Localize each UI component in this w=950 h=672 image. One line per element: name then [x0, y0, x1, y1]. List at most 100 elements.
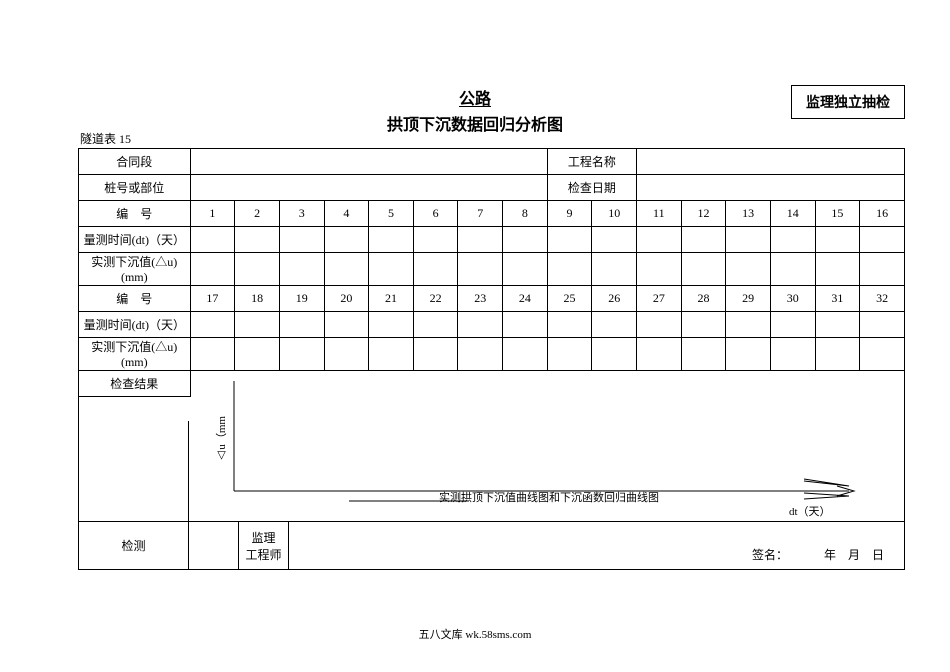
chart-side-box: [79, 421, 189, 521]
ms29: [726, 338, 771, 371]
n8: 8: [503, 201, 548, 227]
mt17: [190, 312, 235, 338]
ms19: [279, 338, 324, 371]
footer-row: 检测 监理 工程师 签名： 年 月 日: [79, 522, 905, 570]
n19: 19: [279, 286, 324, 312]
mt16: [860, 227, 905, 253]
ms26: [592, 338, 637, 371]
ms14: [770, 253, 815, 286]
mt6: [413, 227, 458, 253]
mt25: [547, 312, 592, 338]
supervisor-label: 监理 工程师: [239, 522, 289, 570]
n30: 30: [770, 286, 815, 312]
ms4: [324, 253, 369, 286]
project-name-value: [637, 149, 905, 175]
ms32: [860, 338, 905, 371]
mt13: [726, 227, 771, 253]
ms30: [770, 338, 815, 371]
footer-table: 检测 监理 工程师 签名： 年 月 日: [78, 521, 905, 570]
mt23: [458, 312, 503, 338]
ms16: [860, 253, 905, 286]
mt15: [815, 227, 860, 253]
n20: 20: [324, 286, 369, 312]
mt8: [503, 227, 548, 253]
n18: 18: [235, 286, 280, 312]
ms22: [413, 338, 458, 371]
measured-sink-row-1: 实测下沉值(△u)(mm): [79, 253, 905, 286]
ms11: [637, 253, 682, 286]
n4: 4: [324, 201, 369, 227]
measure-time-label-2: 量测时间(dt)（天）: [79, 312, 191, 338]
n9: 9: [547, 201, 592, 227]
header-row-2: 桩号或部位 检查日期: [79, 175, 905, 201]
project-name-label: 工程名称: [547, 149, 636, 175]
mt18: [235, 312, 280, 338]
ms2: [235, 253, 280, 286]
n3: 3: [279, 201, 324, 227]
mt19: [279, 312, 324, 338]
n22: 22: [413, 286, 458, 312]
mt29: [726, 312, 771, 338]
ms17: [190, 338, 235, 371]
chart-area: △u（mm 实测拱顶下沉值曲线图和下沉函数回归曲线图 dt（天）: [78, 381, 905, 521]
mt24: [503, 312, 548, 338]
data-table: 合同段 工程名称 桩号或部位 检查日期 编 号 1 2 3 4 5 6 7 8 …: [78, 148, 905, 397]
ms12: [681, 253, 726, 286]
contract-section-label: 合同段: [79, 149, 191, 175]
n28: 28: [681, 286, 726, 312]
n13: 13: [726, 201, 771, 227]
sign-area: 签名： 年 月 日: [289, 522, 905, 570]
ms23: [458, 338, 503, 371]
sign-label: 签名：: [752, 548, 788, 562]
n16: 16: [860, 201, 905, 227]
n25: 25: [547, 286, 592, 312]
ms20: [324, 338, 369, 371]
mt4: [324, 227, 369, 253]
inspect-value: [189, 522, 239, 570]
mt21: [369, 312, 414, 338]
n26: 26: [592, 286, 637, 312]
mt2: [235, 227, 280, 253]
n29: 29: [726, 286, 771, 312]
mt20: [324, 312, 369, 338]
mt27: [637, 312, 682, 338]
supervision-stamp: 监理独立抽检: [791, 85, 905, 119]
mt32: [860, 312, 905, 338]
mt5: [369, 227, 414, 253]
n27: 27: [637, 286, 682, 312]
measured-sink-row-2: 实测下沉值(△u)(mm): [79, 338, 905, 371]
n7: 7: [458, 201, 503, 227]
sign-text: 签名： 年 月 日: [752, 546, 884, 563]
mt12: [681, 227, 726, 253]
contract-section-value: [190, 149, 547, 175]
pile-position-label: 桩号或部位: [79, 175, 191, 201]
mt14: [770, 227, 815, 253]
ms31: [815, 338, 860, 371]
mt10: [592, 227, 637, 253]
mt7: [458, 227, 503, 253]
n2: 2: [235, 201, 280, 227]
mt9: [547, 227, 592, 253]
n11: 11: [637, 201, 682, 227]
n17: 17: [190, 286, 235, 312]
ms27: [637, 338, 682, 371]
n1: 1: [190, 201, 235, 227]
ms24: [503, 338, 548, 371]
n10: 10: [592, 201, 637, 227]
measure-time-row-1: 量测时间(dt)（天）: [79, 227, 905, 253]
n23: 23: [458, 286, 503, 312]
ms21: [369, 338, 414, 371]
n31: 31: [815, 286, 860, 312]
mt31: [815, 312, 860, 338]
ms7: [458, 253, 503, 286]
ms15: [815, 253, 860, 286]
x-axis-label: dt（天）: [789, 503, 831, 519]
measure-time-label-1: 量测时间(dt)（天）: [79, 227, 191, 253]
mt22: [413, 312, 458, 338]
source-footer: 五八文库 wk.58sms.com: [0, 626, 950, 642]
mt28: [681, 312, 726, 338]
inspect-label: 检测: [79, 522, 189, 570]
serial-label-2: 编 号: [79, 286, 191, 312]
date-label: 年 月 日: [824, 548, 884, 562]
check-date-label: 检查日期: [547, 175, 636, 201]
